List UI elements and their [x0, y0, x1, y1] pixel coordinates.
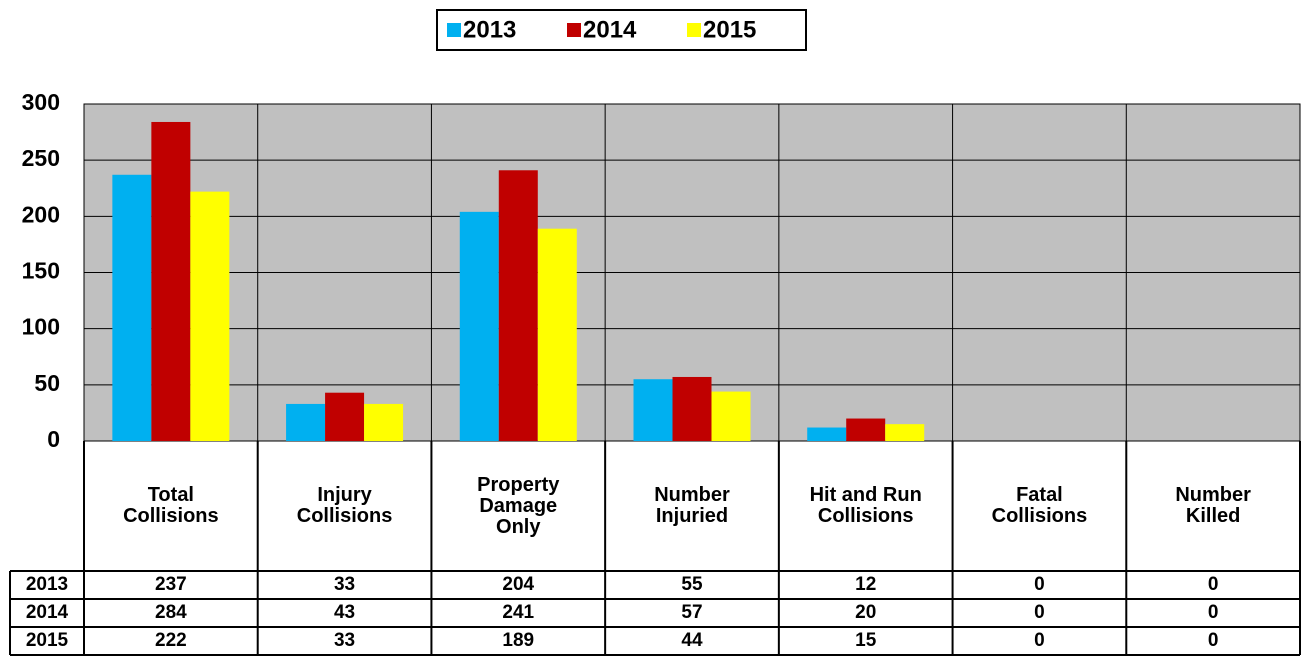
legend-label: 2015: [703, 16, 756, 43]
table-row-label: 2013: [25, 574, 69, 596]
table-value: 0: [1207, 574, 1219, 596]
bar: [885, 424, 925, 441]
legend-label: 2014: [583, 16, 637, 43]
bar: [537, 228, 577, 441]
table-value: 33: [333, 574, 356, 596]
bar: [807, 427, 847, 441]
bar: [190, 191, 230, 441]
x-tick-label: Injury Collisions: [296, 484, 393, 527]
bar: [364, 403, 404, 441]
y-tick-label: 0: [47, 426, 60, 452]
bar: [325, 392, 365, 441]
table-value: 15: [855, 630, 877, 652]
table-value: 284: [155, 602, 187, 624]
bar: [846, 418, 886, 441]
table-value: 44: [681, 630, 703, 652]
legend-swatch: [447, 23, 461, 37]
y-tick-label: 250: [22, 145, 60, 171]
table-value: 0: [1207, 630, 1219, 652]
table-value: 43: [333, 602, 356, 624]
table-value: 204: [502, 574, 535, 596]
bar: [498, 170, 538, 441]
y-tick-label: 200: [22, 201, 60, 227]
table-value: 55: [681, 574, 703, 596]
table-row-label: 2015: [25, 630, 69, 652]
bar: [711, 391, 751, 441]
legend-swatch: [567, 23, 581, 37]
table-value: 0: [1034, 630, 1045, 652]
y-tick-label: 150: [22, 258, 60, 284]
table-value: 0: [1207, 602, 1219, 624]
y-tick-label: 50: [34, 370, 60, 396]
legend-swatch: [687, 23, 701, 37]
legend-box: [436, 9, 807, 51]
table-value: 0: [1034, 602, 1045, 624]
table-value: 222: [155, 630, 187, 652]
table-row-label: 2014: [25, 602, 69, 624]
bar: [633, 379, 673, 441]
table-value: 189: [502, 630, 535, 652]
table-value: 237: [155, 574, 187, 596]
y-tick-label: 100: [22, 314, 60, 340]
x-tick-label: Hit and Run Collisions: [809, 484, 922, 527]
x-tick-label: Property Damage Only: [477, 473, 560, 538]
table-value: 20: [855, 602, 877, 624]
bar: [286, 403, 326, 441]
legend-label: 2013: [463, 16, 516, 43]
x-tick-label: Number Killed: [1175, 484, 1251, 527]
table-value: 12: [855, 574, 877, 596]
x-tick-label: Fatal Collisions: [991, 484, 1088, 527]
bar: [672, 376, 712, 441]
x-tick-label: Total Collisions: [123, 484, 219, 527]
x-tick-label: Number Injuried: [654, 484, 730, 527]
bar: [112, 174, 152, 441]
table-value: 0: [1034, 574, 1045, 596]
table-value: 57: [681, 602, 703, 624]
table-value: 241: [502, 602, 535, 624]
bar: [151, 121, 191, 442]
bar: [459, 211, 499, 441]
table-value: 33: [333, 630, 356, 652]
y-tick-label: 300: [22, 89, 60, 115]
